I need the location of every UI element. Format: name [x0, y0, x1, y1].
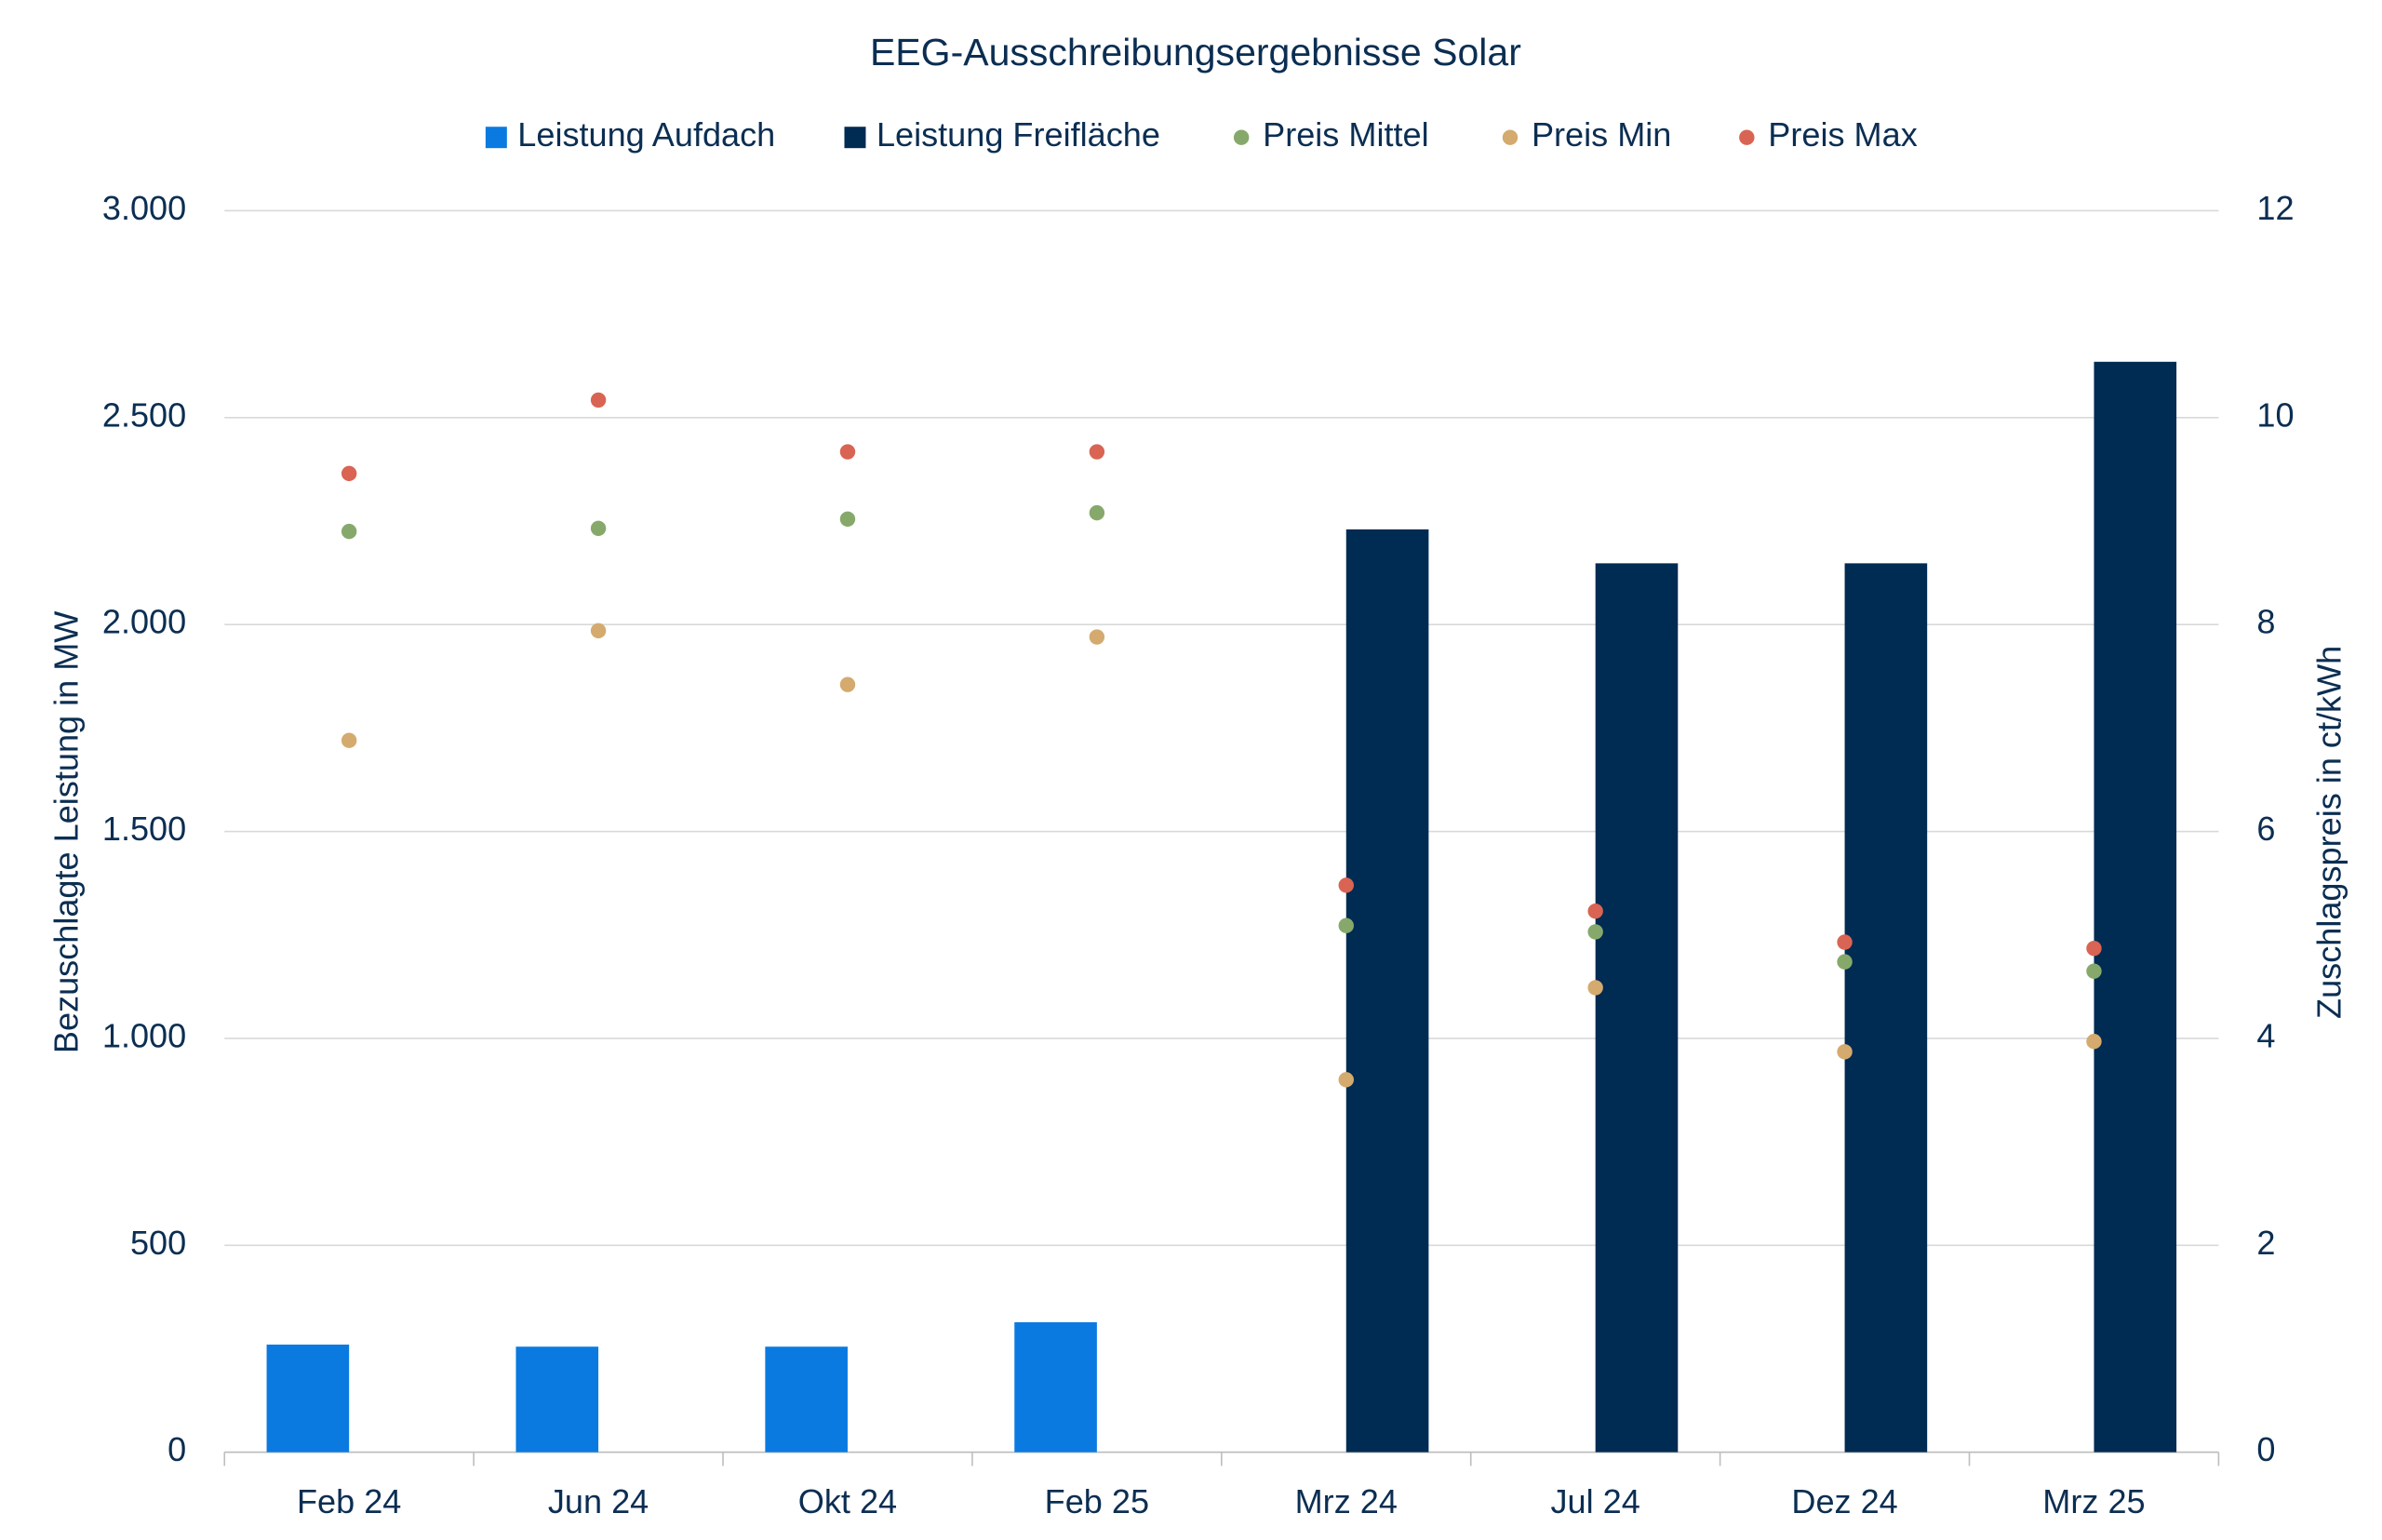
y2-tick-label: 4: [2256, 1016, 2275, 1054]
chart-title: EEG-Ausschreibungsergebnisse Solar: [870, 31, 1521, 74]
y-tick-label: 0: [167, 1430, 186, 1468]
legend-label: Leistung Aufdach: [517, 115, 775, 154]
legend-label: Preis Max: [1768, 115, 1917, 154]
point: [1837, 954, 1853, 970]
y-tick-label: 2.500: [102, 395, 186, 434]
bar: [266, 1345, 350, 1453]
point: [1089, 629, 1105, 645]
point: [1338, 917, 1354, 933]
point: [1837, 1044, 1853, 1060]
point: [1089, 444, 1105, 460]
legend-swatch: [1233, 129, 1250, 145]
y-tick-label: 2.000: [102, 603, 186, 641]
bar: [765, 1346, 848, 1453]
bar: [2094, 361, 2177, 1453]
bar: [1345, 529, 1429, 1453]
y-tick-label: 1.500: [102, 810, 186, 848]
y-tick-label: 3.000: [102, 189, 186, 227]
x-tick-label: Okt 24: [798, 1482, 897, 1520]
legend-label: Preis Mittel: [1263, 115, 1429, 154]
point: [2086, 1034, 2102, 1050]
legend-swatch: [1502, 129, 1519, 145]
point: [839, 444, 856, 460]
y-tick-label: 1.000: [102, 1016, 186, 1054]
point: [839, 511, 856, 527]
y2-axis-title: Zuschlagspreis in ct/kWh: [2309, 646, 2348, 1019]
x-tick-label: Feb 24: [297, 1482, 401, 1520]
y-tick-label: 500: [130, 1224, 186, 1262]
point: [1587, 903, 1603, 919]
x-tick-label: Jun 24: [548, 1482, 649, 1520]
point: [1089, 504, 1105, 521]
bar: [1595, 563, 1679, 1453]
legend-swatch: [1739, 129, 1755, 145]
y2-tick-label: 2: [2256, 1224, 2275, 1262]
y2-tick-label: 10: [2256, 395, 2294, 434]
y2-tick-label: 12: [2256, 189, 2294, 227]
bar: [515, 1346, 599, 1453]
point: [341, 523, 357, 540]
legend-label: Preis Min: [1532, 115, 1671, 154]
x-tick-label: Jul 24: [1551, 1482, 1640, 1520]
point: [341, 465, 357, 482]
y2-tick-label: 8: [2256, 603, 2275, 641]
x-tick-label: Dez 24: [1791, 1482, 1897, 1520]
x-tick-label: Mrz 25: [2042, 1482, 2145, 1520]
point: [1587, 980, 1603, 996]
point: [2086, 963, 2102, 979]
y2-tick-label: 6: [2256, 810, 2275, 848]
legend-swatch: [844, 127, 866, 149]
x-tick-label: Feb 25: [1045, 1482, 1149, 1520]
point: [590, 520, 607, 537]
legend-swatch: [485, 127, 507, 149]
point: [1587, 924, 1603, 940]
point: [341, 732, 357, 748]
point: [1837, 934, 1853, 950]
point: [590, 392, 607, 408]
y-axis-title: Bezuschlagte Leistung in MW: [47, 611, 85, 1053]
point: [1338, 1072, 1354, 1088]
y2-tick-label: 0: [2256, 1430, 2275, 1468]
point: [2086, 940, 2102, 957]
point: [839, 676, 856, 692]
bar: [1844, 563, 1928, 1453]
bar: [1014, 1321, 1097, 1453]
point: [590, 623, 607, 639]
legend-label: Leistung Freifläche: [877, 115, 1160, 154]
x-tick-label: Mrz 24: [1295, 1482, 1398, 1520]
point: [1338, 877, 1354, 893]
